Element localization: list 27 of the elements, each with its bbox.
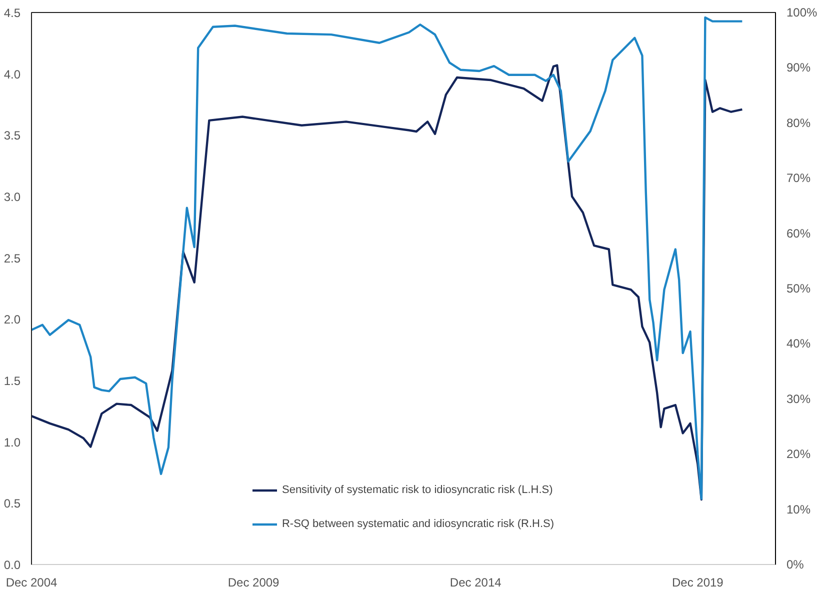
y2-tick-label: 70% — [786, 171, 811, 186]
y-tick-label: 1.0 — [4, 435, 21, 450]
y-tick-label: 4.0 — [4, 67, 21, 82]
x-tick-label: Dec 2004 — [6, 576, 58, 590]
x-tick-label: Dec 2019 — [672, 576, 724, 590]
y2-tick-label: 50% — [786, 282, 811, 296]
y2-tick-label: 90% — [786, 60, 811, 75]
y2-tick-label: 100% — [786, 6, 818, 20]
y-tick-label: 2.5 — [4, 251, 21, 266]
y-tick-label: 3.5 — [4, 128, 21, 143]
y-tick-label: 1.5 — [4, 374, 21, 388]
y-tick-label: 0.0 — [4, 558, 21, 572]
y2-tick-label: 60% — [786, 226, 811, 240]
y-tick-label: 3.0 — [4, 190, 21, 204]
legend-label: R-SQ between systematic and idiosyncratic risk (R.H.S) — [282, 518, 554, 530]
x-tick-label: Dec 2014 — [450, 576, 502, 590]
y-tick-label: 0.5 — [4, 496, 21, 511]
y2-tick-label: 10% — [786, 502, 811, 516]
legend-label: Sensitivity of systematic risk to idiosyncratic risk (L.H.S) — [282, 484, 553, 496]
y2-tick-label: 80% — [786, 116, 811, 130]
y2-tick-label: 40% — [786, 336, 811, 351]
x-tick-label: Dec 2009 — [228, 576, 280, 590]
y-tick-label: 4.5 — [4, 6, 21, 20]
y2-tick-label: 0% — [786, 558, 804, 572]
y2-tick-label: 30% — [786, 392, 811, 406]
y-tick-label: 2.0 — [4, 312, 21, 327]
y2-tick-label: 20% — [786, 447, 811, 462]
